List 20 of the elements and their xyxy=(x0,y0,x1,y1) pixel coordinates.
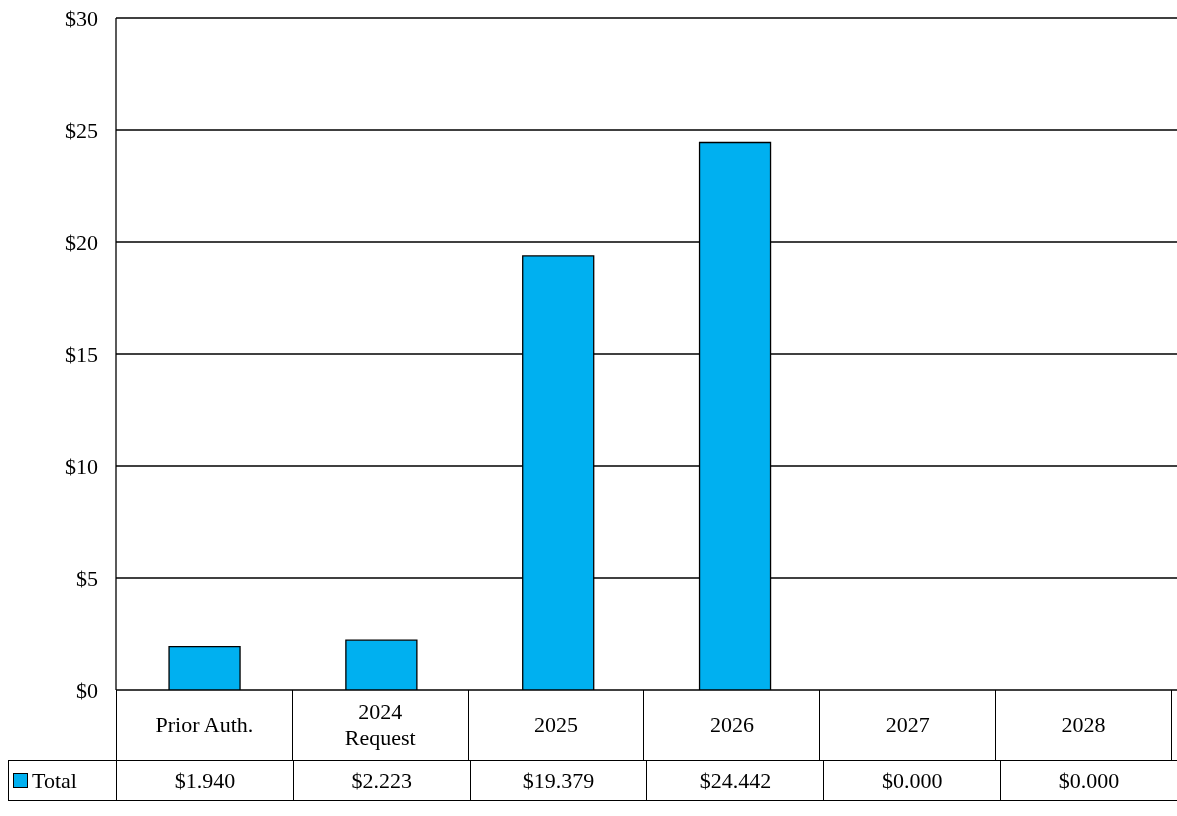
data-label: $19.379 xyxy=(469,760,648,801)
x-tick-label: Prior Auth. xyxy=(155,712,254,738)
x-tick-label: 2028 xyxy=(1061,712,1106,738)
data-label: $2.223 xyxy=(292,760,471,801)
y-tick-label: $10 xyxy=(65,453,98,479)
x-tick-label: 2025 xyxy=(534,712,579,738)
data-label: $0.000 xyxy=(1000,760,1177,801)
y-tick-label: $5 xyxy=(76,565,98,591)
y-tick-label: $20 xyxy=(65,229,98,255)
data-label: $24.442 xyxy=(646,760,825,801)
x-tick-label: 2026 xyxy=(709,712,754,738)
y-tick-label: $15 xyxy=(65,341,98,367)
y-tick-label: $25 xyxy=(65,117,98,143)
x-tick-label: 2027 xyxy=(885,712,930,738)
x-tick-label: 2024 Request xyxy=(343,699,417,751)
data-label: $1.940 xyxy=(116,760,294,801)
y-tick-label: $30 xyxy=(65,5,98,31)
y-tick-label: $0 xyxy=(76,677,98,703)
data-label: $0.000 xyxy=(823,760,1002,801)
legend-label: Total xyxy=(8,760,117,801)
